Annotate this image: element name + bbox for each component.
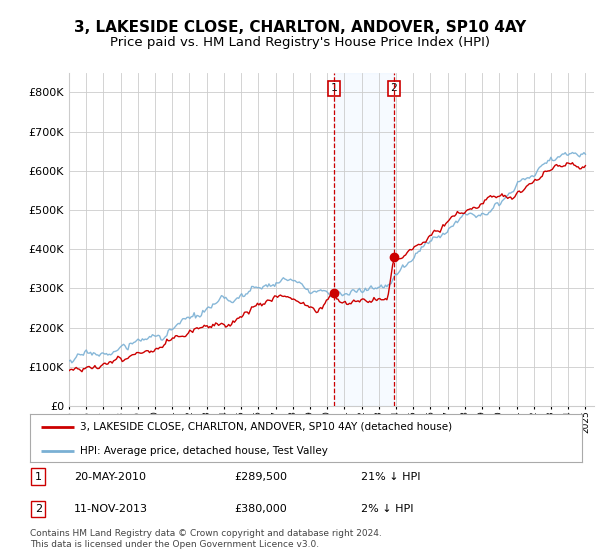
Text: 1: 1 bbox=[331, 83, 337, 94]
Text: 2% ↓ HPI: 2% ↓ HPI bbox=[361, 504, 414, 514]
Text: 2: 2 bbox=[391, 83, 397, 94]
Text: Price paid vs. HM Land Registry's House Price Index (HPI): Price paid vs. HM Land Registry's House … bbox=[110, 36, 490, 49]
Bar bbox=[334, 73, 394, 406]
Text: £289,500: £289,500 bbox=[234, 472, 287, 482]
Text: 3, LAKESIDE CLOSE, CHARLTON, ANDOVER, SP10 4AY: 3, LAKESIDE CLOSE, CHARLTON, ANDOVER, SP… bbox=[74, 20, 526, 35]
Text: £380,000: £380,000 bbox=[234, 504, 287, 514]
Text: 20-MAY-2010: 20-MAY-2010 bbox=[74, 472, 146, 482]
Text: HPI: Average price, detached house, Test Valley: HPI: Average price, detached house, Test… bbox=[80, 446, 328, 456]
Text: 2: 2 bbox=[35, 504, 42, 514]
Text: 3, LAKESIDE CLOSE, CHARLTON, ANDOVER, SP10 4AY (detached house): 3, LAKESIDE CLOSE, CHARLTON, ANDOVER, SP… bbox=[80, 422, 452, 432]
Text: 11-NOV-2013: 11-NOV-2013 bbox=[74, 504, 148, 514]
Text: Contains HM Land Registry data © Crown copyright and database right 2024.
This d: Contains HM Land Registry data © Crown c… bbox=[30, 529, 382, 549]
Text: 21% ↓ HPI: 21% ↓ HPI bbox=[361, 472, 421, 482]
Text: 1: 1 bbox=[35, 472, 42, 482]
